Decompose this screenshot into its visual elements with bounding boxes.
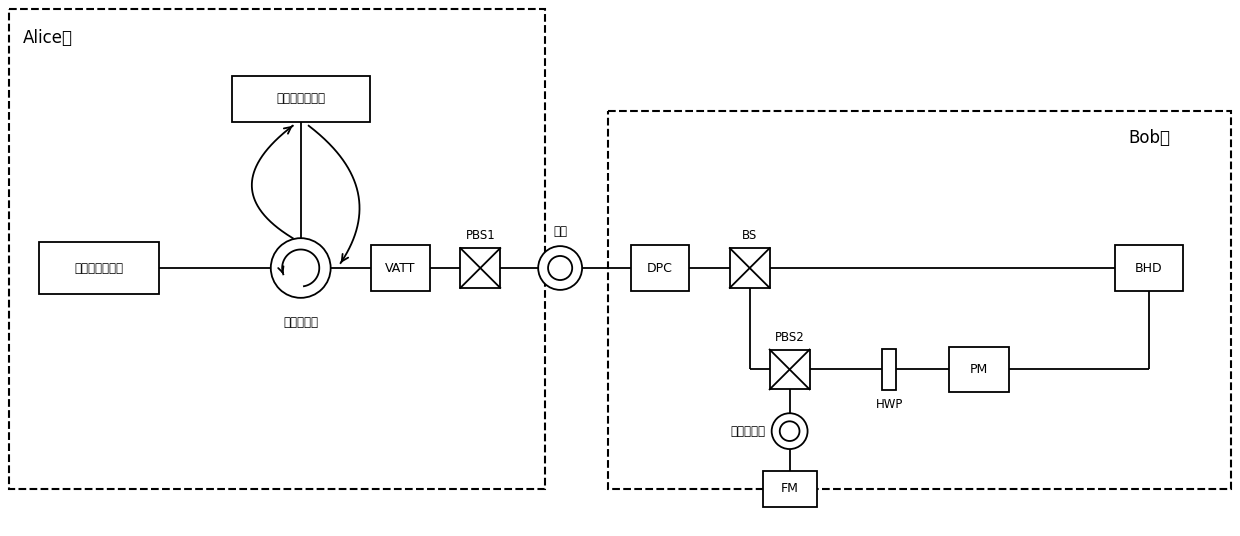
Text: BS: BS	[742, 229, 758, 242]
Text: PBS1: PBS1	[465, 229, 495, 242]
Text: VATT: VATT	[386, 262, 415, 274]
Text: PM: PM	[970, 363, 988, 376]
Bar	[770, 349, 810, 389]
Bar	[883, 348, 897, 390]
Bar	[608, 111, 1230, 489]
Bar	[10, 9, 546, 489]
Text: DPC: DPC	[647, 262, 673, 274]
Bar	[950, 347, 1009, 392]
Text: 相位制备激光器: 相位制备激光器	[74, 262, 124, 274]
Circle shape	[270, 238, 331, 298]
Bar	[1115, 245, 1183, 291]
Text: BHD: BHD	[1135, 262, 1163, 274]
Text: HWP: HWP	[875, 398, 903, 411]
Text: 脉冲产生激光器: 脉冲产生激光器	[277, 92, 325, 106]
Bar	[232, 76, 370, 122]
Text: Bob端: Bob端	[1128, 129, 1171, 147]
Text: Alice端: Alice端	[24, 29, 73, 47]
Circle shape	[548, 256, 572, 280]
Circle shape	[780, 421, 800, 441]
Text: 光纤环形器: 光纤环形器	[283, 316, 319, 329]
Text: FM: FM	[781, 482, 799, 495]
Text: 光纤延时线: 光纤延时线	[730, 425, 765, 438]
Circle shape	[538, 246, 582, 290]
Bar	[40, 242, 159, 294]
Text: 光纤: 光纤	[553, 225, 567, 238]
Bar	[631, 245, 689, 291]
Circle shape	[771, 413, 807, 449]
Bar	[763, 471, 817, 507]
Text: PBS2: PBS2	[775, 331, 805, 344]
Bar	[371, 245, 430, 291]
Bar	[460, 248, 500, 288]
Bar	[730, 248, 770, 288]
